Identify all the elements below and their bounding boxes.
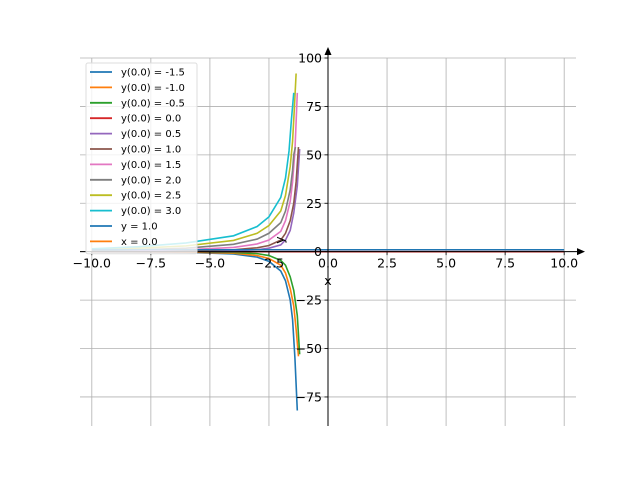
x-tick-label: −5.0 (195, 256, 225, 271)
legend-label: y(0.0) = 2.5 (121, 191, 181, 202)
legend-frame (85, 62, 198, 255)
legend-label: y(0.0) = 3.0 (121, 206, 181, 217)
x-tick-label: −10.0 (73, 256, 111, 271)
legend-label: y(0.0) = 0.0 (121, 114, 181, 125)
x-tick-label: 7.5 (495, 256, 515, 271)
y-tick-labels: −75 −50 −25 0 25 50 75 100 (296, 51, 322, 405)
x-tick-label: 0.0 (318, 256, 338, 271)
legend-label: y(0.0) = -1.0 (121, 83, 185, 94)
x-tick-labels: −10.0 −7.5 −5.0 −2.5 0.0 2.5 5.0 7.5 10.0 (73, 256, 578, 271)
x-tick-label: 10.0 (550, 256, 578, 271)
y-tick-label: 50 (306, 147, 322, 162)
legend-label: y = 1.0 (121, 222, 158, 233)
x-tick-label: −2.5 (254, 256, 284, 271)
y-tick-label: 75 (306, 99, 322, 114)
x-axis-arrow (577, 248, 585, 256)
legend-label: y(0.0) = 2.0 (121, 175, 181, 186)
y-tick-label: −50 (296, 341, 322, 356)
legend: y(0.0) = -1.5 y(0.0) = -1.0 y(0.0) = -0.5 y… (85, 62, 198, 255)
y-axis-arrow (324, 47, 332, 55)
legend-label: y(0.0) = 0.5 (121, 129, 181, 140)
y-tick-label: 25 (306, 196, 322, 211)
legend-label: y(0.0) = 1.0 (121, 145, 181, 156)
y-tick-label: −25 (296, 293, 322, 308)
y-tick-label: 0 (314, 244, 322, 259)
legend-label: y(0.0) = -1.5 (121, 68, 185, 79)
y-tick-label: 100 (298, 51, 322, 66)
y-axis-label: y (272, 236, 287, 244)
legend-label: y(0.0) = 1.5 (121, 160, 181, 171)
legend-label: x = 0.0 (121, 237, 158, 248)
x-tick-label: 5.0 (436, 256, 456, 271)
x-tick-label: −7.5 (136, 256, 166, 271)
y-tick-label: −75 (296, 389, 322, 404)
x-axis-label: x (324, 273, 331, 288)
x-tick-label: 2.5 (377, 256, 397, 271)
legend-label: y(0.0) = -0.5 (121, 98, 185, 109)
series-line (91, 251, 299, 411)
